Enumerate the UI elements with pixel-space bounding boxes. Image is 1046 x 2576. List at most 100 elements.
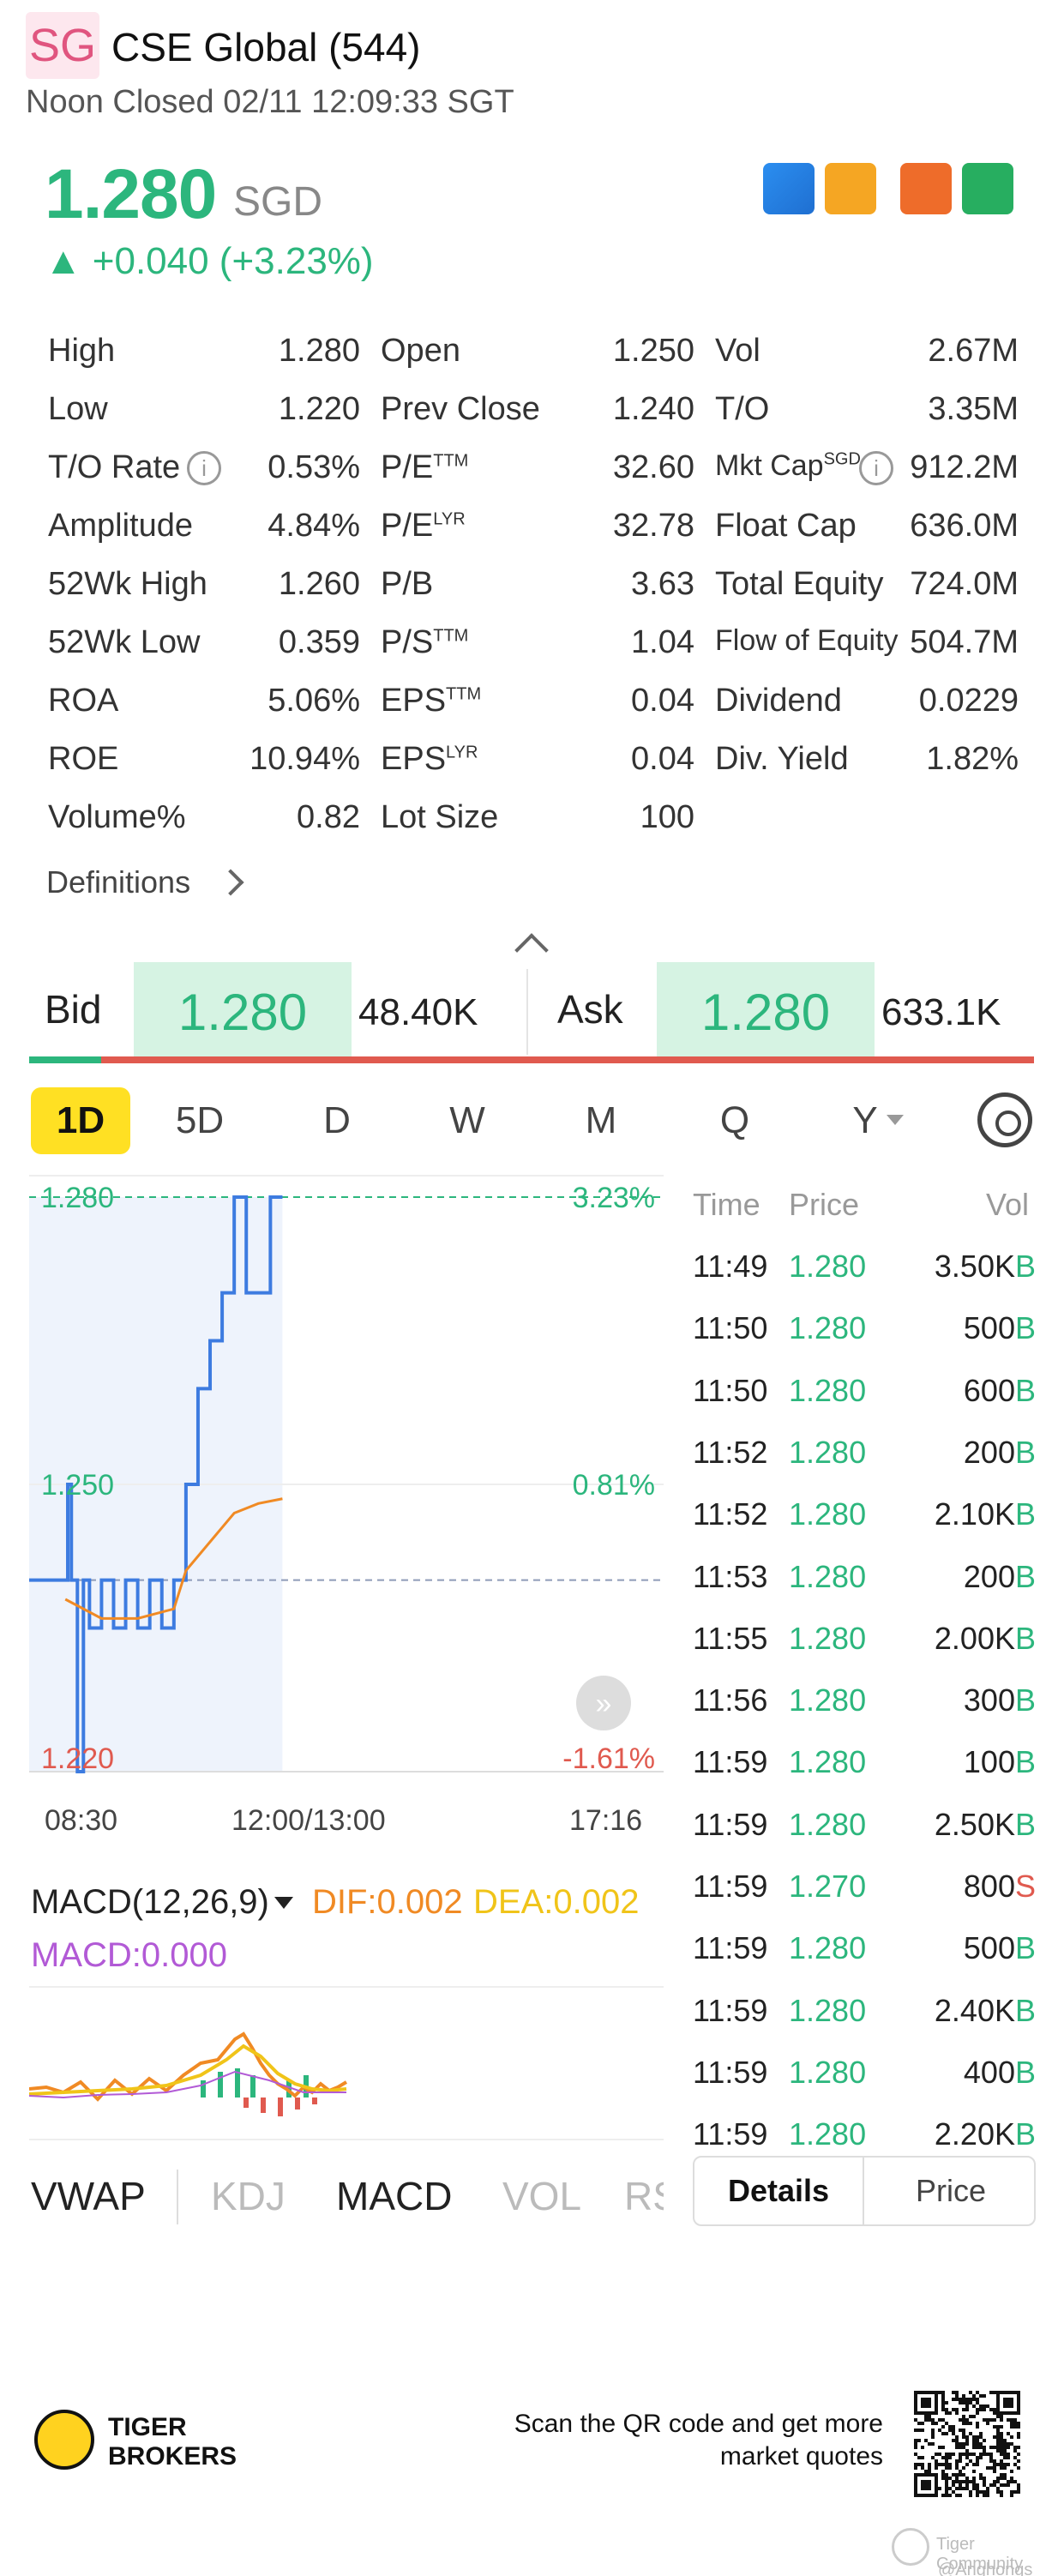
- stat-label-text: Volume%: [48, 799, 186, 835]
- trade-time: 11:53: [693, 1558, 768, 1594]
- trade-side: B: [1014, 1434, 1036, 1470]
- time-sales-row: 11:49 1.280 3.50KB: [693, 1249, 1036, 1310]
- tab-period-5d[interactable]: 5D: [175, 1099, 225, 1141]
- time-sales-row: 11:52 1.280 2.10KB: [693, 1496, 1036, 1558]
- stat-label-text: 52Wk High: [48, 566, 207, 602]
- stat-label-p-b: P/B: [381, 566, 433, 603]
- tab-macd[interactable]: MACD: [336, 2174, 453, 2218]
- tab-period-m[interactable]: M: [585, 1099, 617, 1141]
- ask-label: Ask: [557, 987, 623, 1032]
- tab-period-w[interactable]: W: [449, 1099, 485, 1141]
- chevron-right-icon[interactable]: [217, 869, 244, 896]
- caret-down-icon[interactable]: [274, 1897, 293, 1909]
- stat-label-text: P/E: [381, 449, 434, 485]
- tab-rsi[interactable]: RSI: [624, 2174, 664, 2218]
- bolt-icon[interactable]: [763, 163, 815, 214]
- trade-side: B: [1014, 1930, 1036, 1966]
- stat-label-eps: EPSLYR: [381, 741, 478, 778]
- trade-price: 1.280: [789, 1249, 867, 1284]
- stat-value: 2.67M: [928, 333, 1019, 369]
- trade-side: B: [1014, 2054, 1036, 2090]
- macd-dif-line: [29, 2031, 348, 2102]
- market-badge: SG: [26, 12, 99, 79]
- stat-label-div-yield: Div. Yield: [715, 741, 849, 778]
- time-sales-row: 11:52 1.280 200B: [693, 1435, 1036, 1496]
- tab-period-d[interactable]: D: [323, 1099, 351, 1141]
- indicator-separator: [177, 2170, 178, 2224]
- stat-label-text: Float Cap: [715, 508, 857, 544]
- stat-label-total-equity: Total Equity: [715, 566, 883, 603]
- stat-label-text: Mkt Cap: [715, 449, 824, 482]
- settings-icon[interactable]: [977, 1092, 1032, 1147]
- trade-price: 1.280: [789, 1496, 867, 1532]
- trade-price: 1.280: [789, 1372, 867, 1408]
- ts-header-time: Time: [693, 1187, 760, 1222]
- trade-price: 1.280: [789, 1434, 867, 1470]
- tab-vol[interactable]: VOL: [502, 2174, 582, 2218]
- trade-volume: 300B: [964, 1682, 1036, 1718]
- stat-value: 1.04: [631, 624, 694, 660]
- tab-period-y[interactable]: Y: [852, 1099, 878, 1141]
- stat-label-sup: SGD: [823, 449, 861, 469]
- stat-value: 0.0229: [918, 683, 1019, 719]
- tab-details[interactable]: Details: [694, 2158, 864, 2224]
- trade-volume: 2.00KB: [935, 1621, 1036, 1657]
- stat-label-text: ROE: [48, 741, 119, 777]
- intraday-chart[interactable]: »: [29, 1180, 664, 1806]
- stat-label-lot-size: Lot Size: [381, 799, 498, 836]
- tab-price[interactable]: Price: [915, 2173, 987, 2208]
- stat-label-roa: ROA: [48, 683, 118, 719]
- y-tick-left: 1.220: [41, 1742, 115, 1775]
- info-icon[interactable]: i: [859, 451, 893, 485]
- coin-hand-icon[interactable]: [962, 163, 1013, 214]
- dollar-icon[interactable]: [825, 163, 876, 214]
- trade-side: S: [1014, 1869, 1036, 1904]
- tab-kdj[interactable]: KDJ: [211, 2174, 286, 2218]
- fast-forward-icon[interactable]: »: [576, 1676, 631, 1730]
- info-icon[interactable]: i: [187, 451, 221, 485]
- tab-period-1d[interactable]: 1D: [31, 1087, 130, 1154]
- tab-vwap[interactable]: VWAP: [31, 2174, 146, 2218]
- stat-label-sup: TTM: [433, 451, 469, 471]
- stat-label-text: Prev Close: [381, 391, 540, 427]
- stat-value: 0.53%: [268, 449, 360, 485]
- stat-value: 1.240: [612, 391, 694, 427]
- stat-label-text: T/O: [715, 391, 770, 427]
- stat-label-eps: EPSTTM: [381, 683, 481, 719]
- tab-period-q[interactable]: Q: [719, 1099, 750, 1141]
- stat-label-dividend: Dividend: [715, 683, 842, 719]
- trade-price: 1.280: [789, 1806, 867, 1842]
- trade-time: 11:59: [693, 2054, 768, 2090]
- stat-value: 724.0M: [910, 566, 1019, 602]
- stat-value: 1.280: [278, 333, 360, 369]
- swap-icon[interactable]: [900, 163, 952, 214]
- trade-side: B: [1014, 1558, 1036, 1594]
- stat-value: 912.2M: [910, 449, 1019, 485]
- stat-label-text: Dividend: [715, 683, 842, 719]
- trade-volume-value: 200: [963, 1434, 1015, 1470]
- stat-value: 3.35M: [928, 391, 1019, 427]
- trade-side: B: [1014, 1372, 1036, 1408]
- dropdown-triangle-icon[interactable]: [887, 1115, 904, 1125]
- stat-value: 504.7M: [910, 624, 1019, 660]
- macd-params[interactable]: MACD(12,26,9): [31, 1883, 269, 1921]
- trade-time: 11:50: [693, 1310, 768, 1346]
- ask-size: 633.1K: [881, 991, 1001, 1033]
- trade-volume: 200B: [964, 1435, 1036, 1471]
- stat-value: 636.0M: [910, 508, 1019, 544]
- stat-value: 1.82%: [926, 741, 1019, 777]
- trade-price: 1.270: [789, 1869, 867, 1904]
- chevron-up-icon[interactable]: [514, 933, 549, 967]
- time-sales-row: 11:55 1.280 2.00KB: [693, 1621, 1036, 1682]
- stat-label-text: Vol: [715, 333, 760, 369]
- trade-side: B: [1014, 1682, 1036, 1718]
- time-sales-row: 11:59 1.280 2.20KB: [693, 2116, 1036, 2178]
- trade-price: 1.280: [789, 1682, 867, 1718]
- trade-volume: 600B: [964, 1373, 1036, 1409]
- trade-volume-value: 400: [963, 2054, 1015, 2090]
- stat-label-t-o: T/O: [715, 391, 769, 428]
- trade-volume: 200B: [964, 1559, 1036, 1595]
- trade-time: 11:59: [693, 2116, 768, 2152]
- trade-price: 1.280: [789, 1744, 867, 1780]
- definitions-link[interactable]: Definitions: [46, 864, 191, 900]
